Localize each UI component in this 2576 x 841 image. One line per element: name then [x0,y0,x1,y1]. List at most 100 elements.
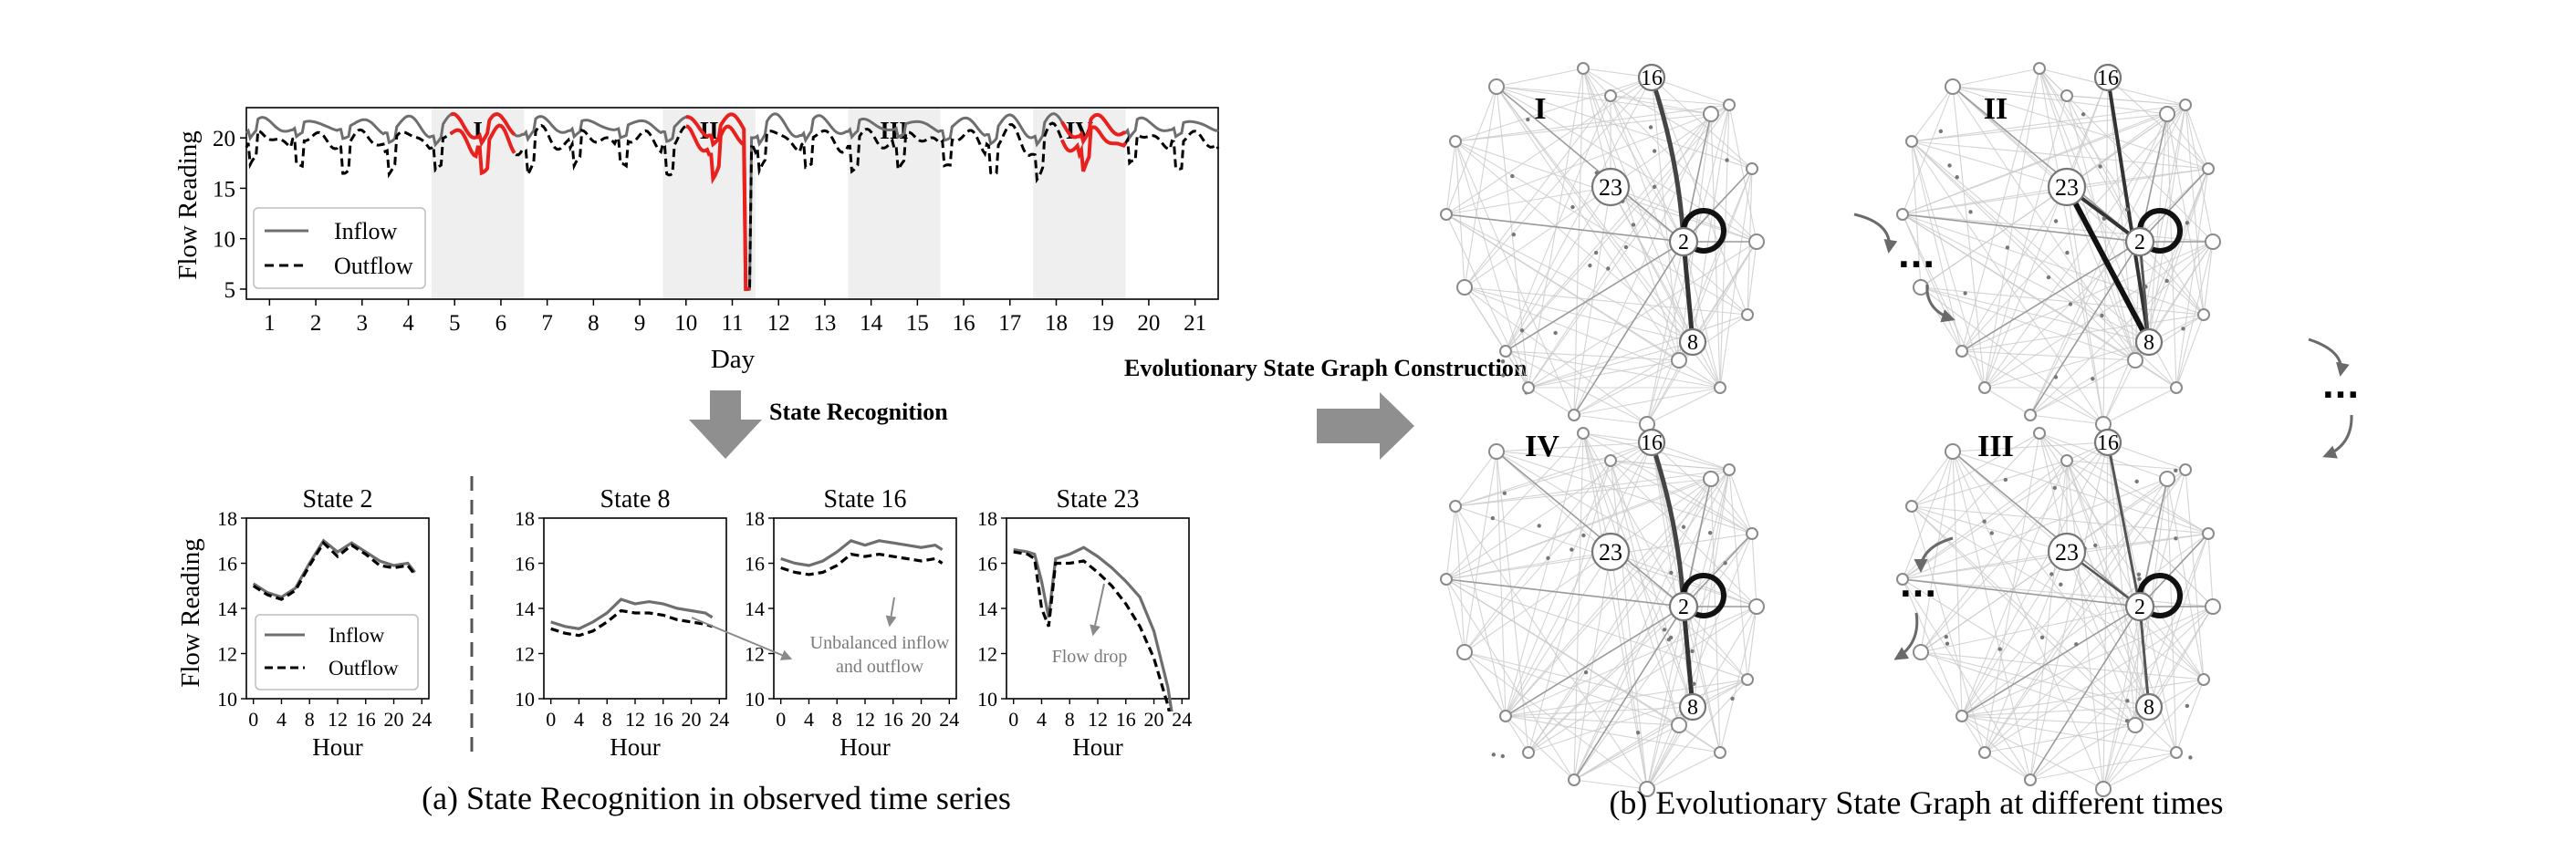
graph-node [1945,443,1961,460]
graph-node-8 [1678,692,1707,722]
outflow-line [252,540,416,601]
state-xlabel: Hour [1072,733,1123,761]
state-ytick-label: 18 [977,507,997,530]
graph-dot [2068,302,2073,306]
graph-dot [1963,291,1967,296]
top-xtick-label: 6 [495,311,507,336]
state-ytick-label: 16 [515,553,535,576]
inflow-line [252,538,416,599]
graph-node [2060,89,2073,102]
graph-dot [2185,221,2190,225]
top-legend-outflow: Outflow [334,253,413,279]
graph-dot [1546,555,1550,561]
state-ytick-label: 16 [745,553,765,576]
graph-node [1714,746,1726,759]
state-panel-frame [1006,517,1190,700]
graph-dot [1593,250,1599,255]
state-xtick-label: 0 [546,708,556,731]
state-xtick-label: 8 [1065,708,1075,731]
graph-dot [1553,330,1558,336]
graph-dot [1588,263,1592,268]
graph-dot [2081,112,2086,117]
graph-node [2159,106,2175,122]
graph-node [1604,454,1617,467]
graph-node-16 [2093,428,2122,457]
top-xtick-label: 3 [357,311,369,336]
top-xtick-label: 19 [1091,311,1114,336]
state-recognition-arrow [689,390,762,459]
graph-dot [1938,129,1944,134]
transition-II-III: ··· [2308,337,2360,459]
graph-node [1955,345,1968,358]
graph-dot [1945,641,1950,646]
graph-dot [1725,158,1729,162]
graph-label-I: I [1534,92,1546,126]
top-ytick-label: 15 [213,177,235,202]
state-recognition-label: State Recognition [769,399,948,425]
inflow-line [550,597,714,630]
graph-heavy-edges [1649,77,1695,343]
graph-node [1703,106,1719,122]
graph-dot [2164,278,2169,284]
state-xtick-label: 12 [855,708,875,731]
state-xtick-label: 20 [912,708,932,731]
region-label-I: I [473,117,483,144]
graph-node [1741,673,1754,686]
graph-dot [1501,373,1506,378]
graph-node [1748,234,1765,250]
graph-node-label-16: 16 [1641,431,1663,455]
graph-node [2205,234,2221,250]
annotation-flow-drop: Flow drop [1052,583,1127,667]
top-ytick-label: 10 [213,228,235,253]
top-outflow-line [245,121,1220,291]
state-legend: Inflow Outflow [255,614,419,690]
top-ytick-label: 20 [213,127,235,151]
state-xtick-label: 24 [709,708,729,731]
annotation-unbalanced: Unbalanced inflow and outflow [691,597,950,677]
state-panel-4: State 23 10 12 14 16 18 0 4 8 12 16 20 24 Hour [977,485,1192,761]
graph-dot [1652,184,1657,190]
graph-dot [1623,244,1629,250]
state-panel-title: State 2 [303,485,373,514]
state-xtick-label: 12 [1088,708,1108,731]
graph-dot [1944,634,1948,639]
top-xtick-label: 14 [860,311,883,336]
state-xtick-label: 8 [602,708,612,731]
state-ytick-label: 18 [745,507,765,530]
graph-node [1723,99,1736,111]
graph-node-label-8: 8 [1687,331,1698,355]
graph-node [1522,381,1535,394]
graph-dot [2100,313,2104,318]
graph-dot [2053,219,2059,223]
state-ytick-label: 18 [515,507,535,530]
state-graph-1: 16 23 2 8 I [1440,62,1765,432]
top-xtick-label: 9 [634,311,646,336]
graph-node-23 [2047,167,2087,207]
state-panel-3: State 16 10 12 14 16 18 0 4 8 12 16 20 24 Hour [745,485,959,761]
state-panel-title: State 8 [600,485,671,514]
graph-dot [1583,670,1589,675]
graph-dot [1581,533,1586,538]
outflow-line [1013,550,1171,711]
graph-dot [2188,755,2193,760]
graph-label-III: III [1977,430,2014,463]
top-xtick-label: 21 [1184,311,1206,336]
graph-dot [2134,479,2139,484]
graph-node [2170,746,2183,759]
top-xtick-label: 15 [906,311,929,336]
state-legend-outflow: Outflow [329,657,399,680]
graph-node [1577,62,1590,75]
graph-node [1522,746,1535,759]
state-xtick-label: 24 [412,708,432,731]
graph-dot [1692,681,1696,686]
graph-node [2033,427,2046,440]
graph-node [2170,381,2183,394]
construction-label: Evolutionary State Graph Construction [1124,355,1528,381]
graph-node [1723,463,1736,476]
graph-dot [1537,524,1541,528]
graph-node [2127,717,2143,733]
graph-node-2 [1668,591,1699,622]
ellipsis-II-III: ··· [2321,377,2359,414]
state-ytick-label: 14 [515,597,535,620]
graph-node-2 [1668,226,1699,257]
